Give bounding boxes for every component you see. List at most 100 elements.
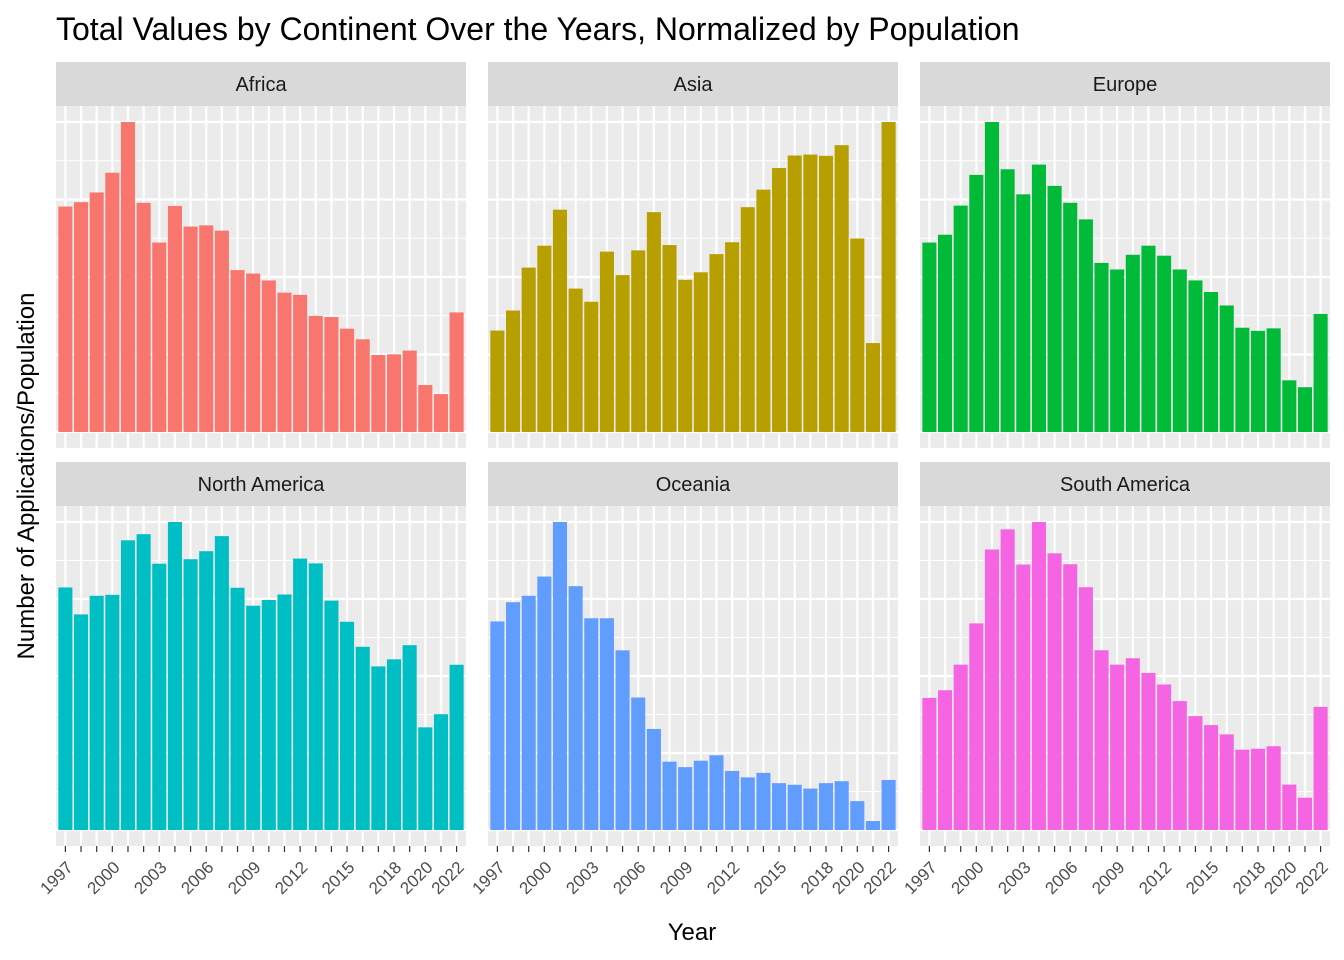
bar-south-america-2010 (1125, 658, 1140, 830)
bar-asia-2019 (834, 145, 849, 433)
bar-africa-2011 (277, 292, 292, 432)
bar-europe-2005 (1047, 185, 1062, 432)
bar-oceania-1997 (490, 621, 505, 830)
bar-africa-2005 (183, 226, 198, 432)
bar-africa-2009 (246, 273, 261, 432)
facet-strip (920, 462, 1330, 506)
facet-strip-label: Asia (674, 74, 714, 96)
bar-africa-2004 (167, 205, 182, 432)
x-tick-label: 2022 (860, 858, 900, 898)
x-tick-label: 1997 (37, 858, 77, 898)
x-tick-label: 2009 (224, 858, 264, 898)
bar-africa-2008 (230, 270, 245, 432)
bar-europe-2003 (1016, 194, 1031, 432)
bar-europe-2002 (1000, 169, 1015, 432)
chart-title: Total Values by Continent Over the Years… (56, 11, 1020, 47)
bar-south-america-2005 (1047, 553, 1062, 830)
facet-strip (56, 462, 466, 506)
bar-africa-2013 (308, 315, 323, 432)
bar-south-america-2019 (1266, 746, 1281, 830)
bar-oceania-1999 (521, 595, 536, 830)
bar-north-america-2009 (246, 605, 261, 830)
x-axis-title: Year (668, 919, 717, 946)
x-tick-label: 2012 (271, 858, 311, 898)
bar-north-america-2001 (120, 540, 136, 830)
bar-north-america-2021 (433, 714, 448, 830)
bar-europe-2000 (969, 174, 984, 433)
x-tick-label: 2020 (396, 858, 436, 898)
bar-africa-2001 (120, 122, 136, 432)
x-tick-label: 2003 (994, 858, 1034, 898)
bar-south-america-2018 (1250, 748, 1266, 830)
bar-europe-2007 (1078, 219, 1093, 432)
bar-asia-2013 (740, 207, 755, 432)
x-tick-label: 2018 (365, 858, 405, 898)
bar-south-america-2012 (1157, 684, 1172, 830)
bar-oceania-2013 (740, 777, 755, 830)
facet-strip-label: Europe (1093, 74, 1158, 96)
x-tick-label: 2018 (1229, 858, 1269, 898)
bar-north-america-1998 (74, 614, 89, 830)
bar-asia-2011 (709, 254, 724, 432)
x-tick-label: 2009 (1088, 858, 1128, 898)
bar-europe-2010 (1125, 254, 1140, 432)
bar-africa-1998 (74, 202, 89, 432)
bar-europe-2019 (1266, 328, 1281, 432)
x-tick-label: 1997 (901, 858, 941, 898)
bar-north-america-2016 (355, 646, 370, 830)
bar-africa-2010 (261, 280, 276, 432)
bar-oceania-2021 (865, 821, 880, 830)
bar-europe-2013 (1172, 269, 1187, 432)
x-tick-label: 2020 (1260, 858, 1300, 898)
bar-south-america-1997 (922, 697, 937, 830)
bar-north-america-2020 (418, 727, 433, 830)
bar-asia-1997 (490, 330, 505, 432)
bar-oceania-2005 (615, 650, 630, 830)
bar-asia-2005 (615, 275, 630, 432)
bar-north-america-2019 (402, 645, 417, 830)
bar-north-america-2005 (183, 559, 198, 830)
bar-asia-2021 (865, 343, 880, 432)
bar-europe-2016 (1219, 305, 1234, 432)
bar-europe-2017 (1235, 327, 1250, 432)
bar-africa-2022 (449, 312, 464, 432)
x-tick-label: 2003 (562, 858, 602, 898)
x-tick-label: 2012 (703, 858, 743, 898)
bar-europe-2018 (1250, 330, 1266, 432)
bar-north-america-2017 (371, 666, 386, 831)
bar-asia-2008 (662, 245, 677, 432)
bar-africa-1997 (58, 206, 73, 432)
bar-europe-2020 (1282, 380, 1297, 432)
x-tick-label: 2003 (130, 858, 170, 898)
bar-asia-2002 (568, 288, 583, 432)
bar-europe-1997 (922, 242, 937, 432)
bar-north-america-2018 (386, 659, 402, 830)
bar-africa-2020 (418, 385, 433, 432)
facet-strip (488, 462, 898, 506)
bar-oceania-2011 (709, 755, 724, 830)
bar-asia-2009 (678, 279, 693, 432)
x-tick-label: 2006 (1041, 858, 1081, 898)
bar-asia-2007 (646, 212, 661, 432)
x-tick-label: 2006 (609, 858, 649, 898)
bar-oceania-2018 (818, 783, 834, 830)
x-tick-label: 2000 (947, 858, 987, 898)
bar-north-america-2008 (230, 587, 245, 830)
bar-africa-2002 (136, 202, 151, 432)
bar-europe-1999 (953, 205, 968, 432)
bar-africa-2016 (355, 339, 370, 432)
facet-asia: Asia (488, 62, 898, 448)
facet-strip-label: South America (1060, 474, 1191, 496)
bar-south-america-2013 (1172, 701, 1187, 830)
bar-south-america-2002 (1000, 529, 1015, 830)
bar-south-america-2009 (1110, 664, 1125, 830)
bar-oceania-2001 (552, 522, 568, 830)
bar-oceania-2008 (662, 761, 677, 830)
bar-south-america-2021 (1297, 797, 1312, 830)
x-tick-label: 1997 (469, 858, 509, 898)
x-tick-label: 2020 (828, 858, 868, 898)
bar-asia-2017 (803, 154, 818, 432)
bar-north-america-2004 (167, 522, 182, 830)
